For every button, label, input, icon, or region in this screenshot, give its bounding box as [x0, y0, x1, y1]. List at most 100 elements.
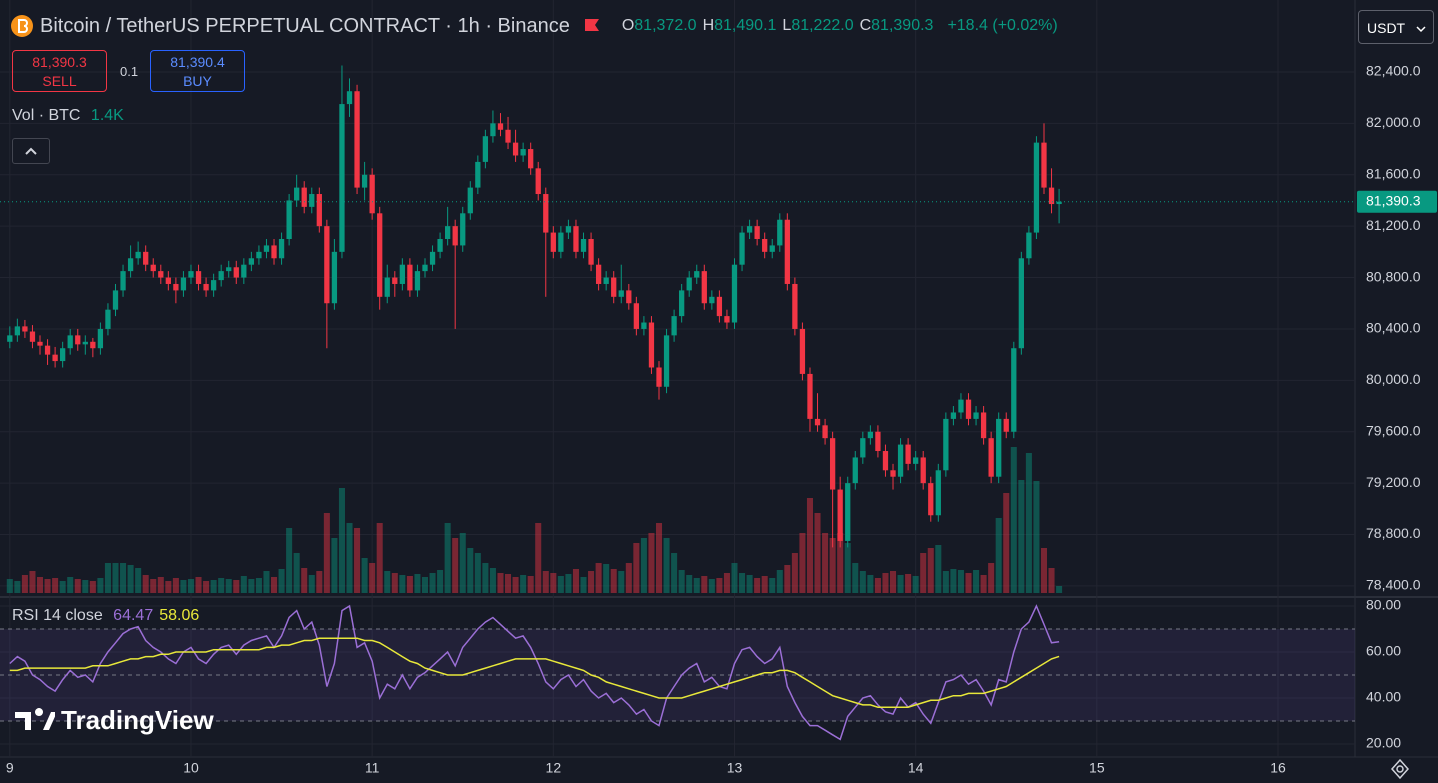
volume-bar	[1018, 480, 1025, 593]
candle-body	[429, 251, 436, 265]
candle-body	[384, 277, 390, 297]
volume-bar	[663, 538, 670, 593]
candle-body	[829, 438, 836, 490]
volume-bar	[905, 574, 912, 593]
volume-bar	[346, 523, 353, 593]
candle-body	[278, 238, 285, 259]
volume-bar	[973, 570, 980, 593]
volume-bar	[859, 571, 866, 593]
volume-bar	[6, 579, 13, 593]
volume-bar	[761, 576, 768, 593]
volume-bar	[331, 538, 338, 593]
sell-price: 81,390.3	[32, 54, 87, 70]
volume-bar	[474, 553, 481, 593]
volume-bar	[1048, 568, 1055, 593]
candle-body	[845, 483, 851, 541]
last-price-label: 81,390.3	[1366, 192, 1421, 208]
volume-bar	[1025, 453, 1032, 593]
volume-bar	[104, 563, 111, 593]
flag-icon	[584, 19, 599, 31]
volume-bar	[882, 573, 889, 593]
volume-bar	[135, 568, 142, 593]
volume-bar	[233, 580, 240, 593]
candle-body	[626, 290, 632, 304]
volume-bar	[995, 518, 1002, 593]
volume-bar	[648, 533, 655, 593]
volume-bar	[187, 579, 195, 593]
candle-body	[852, 457, 858, 484]
candle-body	[75, 335, 81, 345]
collapse-button[interactable]	[12, 138, 50, 164]
candle-body	[226, 267, 232, 272]
ohlc-key: H	[702, 17, 715, 34]
candle-body	[731, 264, 738, 323]
ohlc-value: 81,490.1	[714, 17, 777, 34]
candle-body	[497, 123, 504, 130]
volume-bar	[754, 578, 761, 593]
candle-body	[882, 451, 889, 471]
rsi-line	[9, 637, 1060, 708]
volume-bar	[550, 573, 557, 593]
dropdown-icon	[1416, 26, 1426, 33]
last-price-tag	[1357, 190, 1437, 213]
candle-body	[460, 213, 466, 246]
candle-body	[799, 328, 806, 374]
candle-body	[860, 438, 866, 458]
quantity[interactable]: 0.1	[120, 64, 139, 79]
candle-body	[37, 341, 43, 346]
buy-button[interactable]: 81,390.4 BUY	[150, 50, 245, 92]
volume-bar	[225, 579, 232, 593]
candle-body	[973, 412, 979, 419]
candle-body	[414, 271, 421, 291]
volume-bar	[874, 578, 881, 593]
candle-body	[203, 283, 209, 291]
candle-body	[663, 335, 670, 387]
candle-body	[1003, 418, 1009, 432]
candle-body	[686, 277, 692, 291]
candle-body	[29, 331, 36, 342]
volume-bar	[97, 578, 104, 593]
settings-icon[interactable]	[1388, 757, 1412, 781]
candle-body	[1041, 142, 1047, 188]
candle-body	[339, 104, 345, 252]
volume-bar	[595, 563, 602, 593]
rsi-values: 64.47 58.06	[107, 607, 199, 624]
candle-body	[1048, 187, 1055, 205]
volume-bar	[897, 575, 904, 593]
candle-body	[60, 348, 66, 362]
volume-bar	[723, 573, 730, 593]
volume-bar	[776, 570, 783, 593]
volume-bar	[150, 579, 157, 593]
candle-body	[286, 200, 292, 239]
volume-bar	[701, 576, 708, 593]
volume-bar	[248, 579, 255, 593]
volume-bar	[731, 563, 738, 593]
volume-bar	[414, 574, 421, 593]
candle-body	[135, 251, 141, 259]
volume-bar	[693, 578, 700, 593]
volume-bar	[806, 498, 813, 593]
sell-button[interactable]: 81,390.3 SELL	[12, 50, 107, 92]
volume-bar	[263, 571, 270, 593]
x-tick-label: 12	[546, 760, 562, 776]
candle-body	[746, 226, 753, 233]
volume-bar	[746, 575, 753, 593]
currency: USDT	[1367, 20, 1406, 36]
currency-select[interactable]: USDT	[1358, 10, 1434, 44]
candle-body	[595, 264, 602, 284]
symbol: Bitcoin / TetherUS PERPETUAL CONTRACT · …	[40, 14, 570, 37]
candle-body	[241, 264, 247, 278]
candle-body	[943, 418, 949, 471]
volume-bar	[867, 575, 874, 593]
volume-bar	[452, 538, 459, 593]
volume-bar	[271, 577, 278, 593]
volume-bar	[1033, 481, 1040, 593]
rsi-line	[9, 604, 1060, 741]
candle-body	[716, 296, 723, 317]
volume-bar	[957, 570, 964, 593]
volume-bar	[625, 563, 632, 593]
volume-bar	[950, 569, 957, 593]
y-tick-label: 82,400.0	[1366, 63, 1421, 79]
candle-body	[996, 418, 1002, 477]
